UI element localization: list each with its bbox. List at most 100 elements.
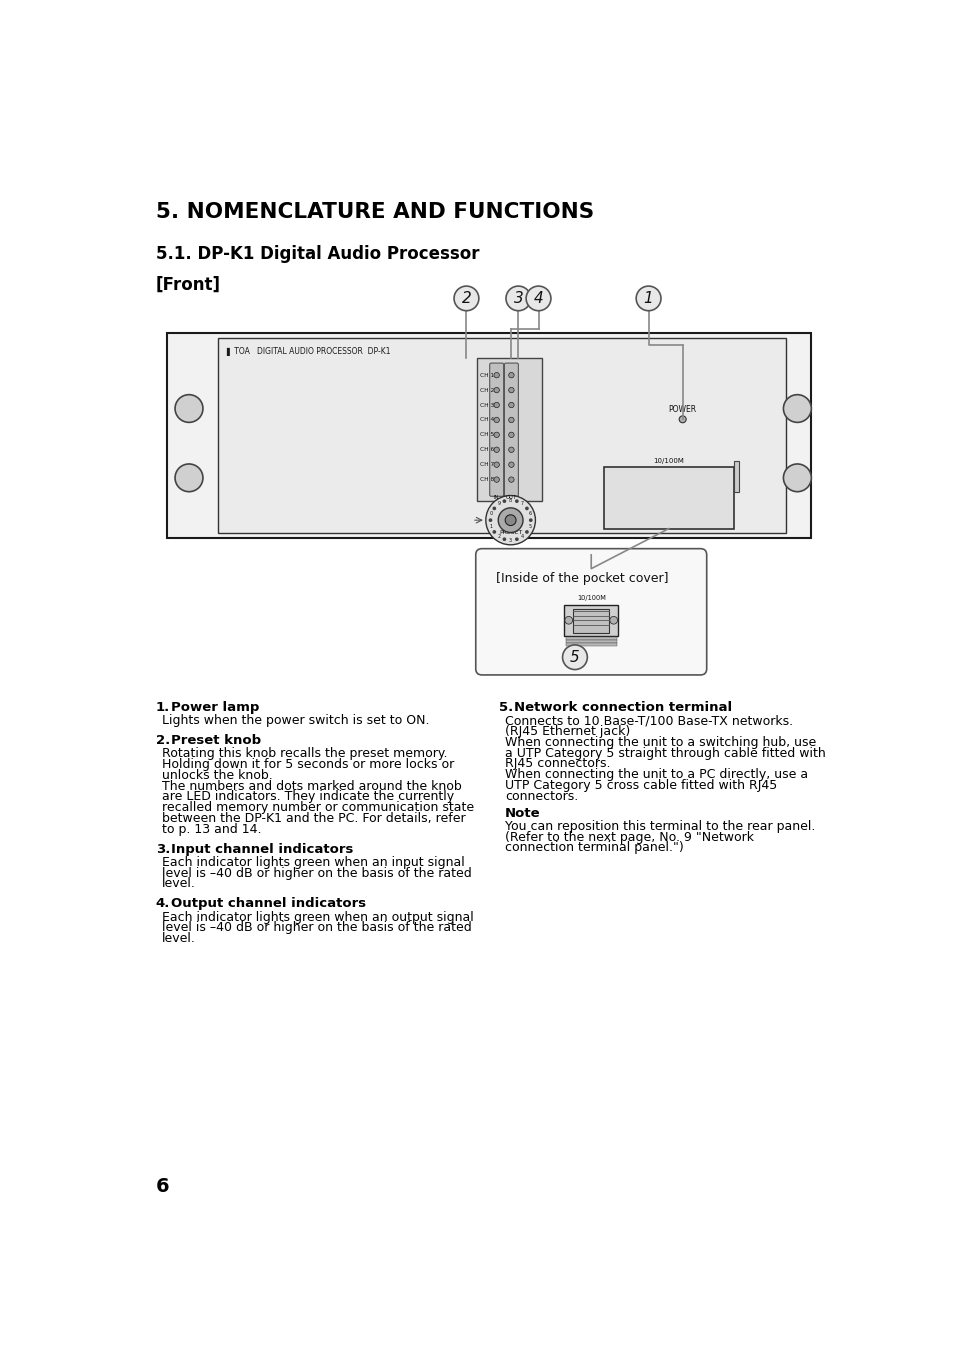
Text: between the DP-K1 and the PC. For details, refer: between the DP-K1 and the PC. For detail… [162, 812, 465, 825]
Text: 6: 6 [528, 512, 531, 516]
Text: 2.: 2. [155, 734, 170, 747]
Text: Each indicator lights green when an input signal: Each indicator lights green when an inpu… [162, 857, 464, 869]
Text: Input channel indicators: Input channel indicators [171, 843, 354, 855]
Circle shape [508, 477, 514, 482]
Text: 1: 1 [643, 290, 653, 305]
Bar [565, 640, 617, 643]
Text: You can reposition this terminal to the rear panel.: You can reposition this terminal to the … [505, 820, 815, 834]
Text: 9: 9 [497, 501, 499, 507]
Text: Each indicator lights green when an output signal: Each indicator lights green when an outp… [162, 911, 473, 924]
Circle shape [508, 462, 514, 467]
Circle shape [494, 373, 498, 378]
Circle shape [516, 538, 517, 540]
Circle shape [508, 373, 514, 378]
FancyBboxPatch shape [476, 549, 706, 676]
Text: CH 1: CH 1 [479, 373, 494, 378]
Text: 5. NOMENCLATURE AND FUNCTIONS: 5. NOMENCLATURE AND FUNCTIONS [155, 203, 594, 222]
Circle shape [516, 500, 517, 503]
Text: PRESET: PRESET [498, 530, 521, 535]
Bar [565, 638, 617, 639]
Text: CH 5: CH 5 [479, 432, 494, 438]
Text: 2: 2 [461, 290, 471, 305]
Text: 10/100M: 10/100M [577, 594, 605, 601]
Text: Connects to 10 Base-T/100 Base-TX networks.: Connects to 10 Base-T/100 Base-TX networ… [505, 715, 793, 727]
Text: level.: level. [162, 932, 195, 946]
Text: IN: IN [494, 496, 498, 500]
Text: CH 7: CH 7 [479, 462, 494, 467]
Text: When connecting the unit to a PC directly, use a: When connecting the unit to a PC directl… [505, 769, 807, 781]
Circle shape [505, 515, 516, 526]
Text: 5.1. DP-K1 Digital Audio Processor: 5.1. DP-K1 Digital Audio Processor [155, 246, 478, 263]
Text: 5.: 5. [498, 701, 513, 715]
Text: a UTP Category 5 straight through cable fitted with: a UTP Category 5 straight through cable … [505, 747, 825, 759]
Circle shape [494, 388, 498, 393]
Circle shape [508, 388, 514, 393]
Circle shape [508, 432, 514, 438]
Circle shape [494, 403, 498, 408]
Circle shape [493, 531, 495, 534]
Circle shape [485, 496, 535, 544]
Text: CH 6: CH 6 [479, 447, 494, 453]
Bar [733, 461, 739, 492]
Text: are LED indicators. They indicate the currently: are LED indicators. They indicate the cu… [162, 790, 454, 804]
FancyBboxPatch shape [504, 363, 517, 496]
Circle shape [494, 477, 498, 482]
Text: OUT: OUT [505, 496, 517, 500]
Text: 1.: 1. [155, 701, 170, 715]
Text: When connecting the unit to a switching hub, use: When connecting the unit to a switching … [505, 736, 816, 748]
Text: 6: 6 [155, 1177, 169, 1196]
Circle shape [782, 394, 810, 423]
Text: level is –40 dB or higher on the basis of the rated: level is –40 dB or higher on the basis o… [162, 867, 471, 880]
Text: level.: level. [162, 877, 195, 890]
Circle shape [494, 432, 498, 438]
Text: CH 2: CH 2 [479, 388, 494, 393]
Text: 3: 3 [509, 538, 512, 543]
Circle shape [562, 644, 587, 670]
Text: CH 8: CH 8 [479, 477, 494, 482]
Circle shape [505, 286, 530, 311]
Text: POWER: POWER [668, 405, 696, 415]
Text: 4: 4 [533, 290, 543, 305]
Text: Preset knob: Preset knob [171, 734, 261, 747]
Circle shape [503, 538, 505, 540]
Circle shape [508, 417, 514, 423]
Text: 3: 3 [513, 290, 522, 305]
Bar [167, 334, 810, 538]
Text: unlocks the knob.: unlocks the knob. [162, 769, 273, 782]
Circle shape [494, 462, 498, 467]
Circle shape [636, 286, 660, 311]
Text: 2: 2 [497, 534, 499, 539]
Text: 4.: 4. [155, 897, 170, 911]
Bar [565, 643, 617, 646]
Circle shape [174, 394, 203, 423]
Text: 7: 7 [520, 501, 523, 507]
Circle shape [174, 463, 203, 492]
Text: Output channel indicators: Output channel indicators [171, 897, 366, 911]
Text: 5: 5 [528, 524, 531, 528]
Text: 5: 5 [570, 650, 579, 665]
Circle shape [525, 286, 550, 311]
Bar [573, 609, 608, 632]
Text: connectors.: connectors. [505, 790, 578, 802]
Text: Power lamp: Power lamp [171, 701, 259, 715]
Text: ▌ TOA   DIGITAL AUDIO PROCESSOR  DP-K1: ▌ TOA DIGITAL AUDIO PROCESSOR DP-K1 [226, 347, 391, 355]
Text: Network connection terminal: Network connection terminal [514, 701, 732, 715]
Text: Rotating this knob recalls the preset memory.: Rotating this knob recalls the preset me… [162, 747, 447, 761]
Text: (Refer to the next page, No. 9 "Network: (Refer to the next page, No. 9 "Network [505, 831, 754, 844]
Text: [Inside of the pocket cover]: [Inside of the pocket cover] [496, 571, 668, 585]
Text: to p. 13 and 14.: to p. 13 and 14. [162, 823, 261, 836]
Bar [563, 605, 618, 636]
Circle shape [782, 463, 810, 492]
Text: 1: 1 [490, 524, 493, 528]
Circle shape [529, 519, 532, 521]
Circle shape [489, 519, 491, 521]
Text: 10/100M: 10/100M [653, 458, 683, 463]
Text: 3.: 3. [155, 843, 170, 855]
Text: UTP Category 5 cross cable fitted with RJ45: UTP Category 5 cross cable fitted with R… [505, 780, 777, 792]
Text: CH 3: CH 3 [479, 403, 494, 408]
Circle shape [454, 286, 478, 311]
Circle shape [679, 416, 685, 423]
Text: Lights when the power switch is set to ON.: Lights when the power switch is set to O… [162, 715, 429, 727]
Text: recalled memory number or communication state: recalled memory number or communication … [162, 801, 474, 815]
Circle shape [508, 447, 514, 453]
